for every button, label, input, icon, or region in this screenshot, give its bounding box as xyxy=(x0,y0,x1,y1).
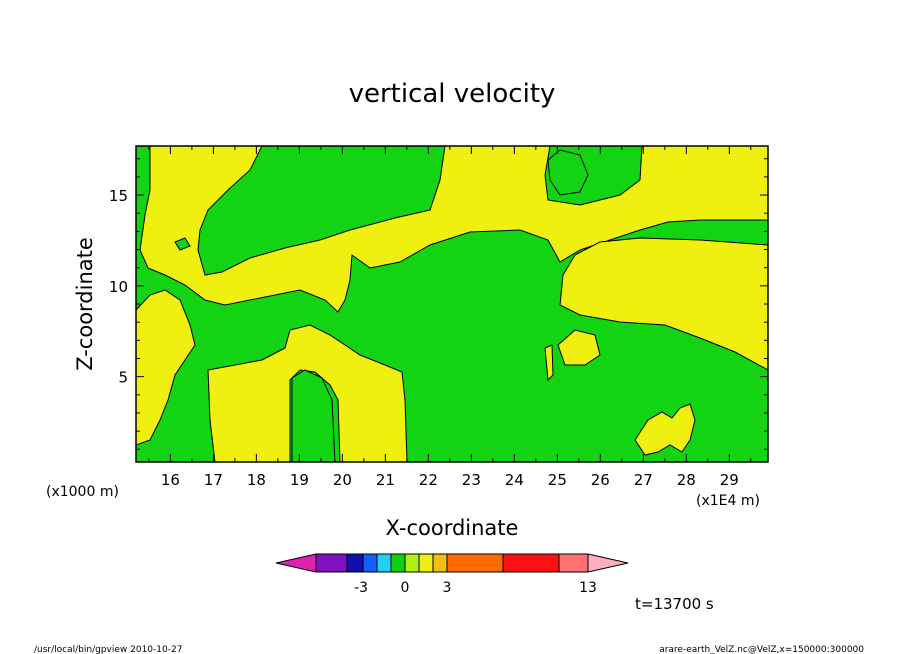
colorbar-segment xyxy=(390,553,406,573)
colorbar-segment xyxy=(362,553,378,573)
x-tick-label: 21 xyxy=(376,471,395,489)
colorbar xyxy=(275,553,629,573)
colorbar-segment xyxy=(418,553,434,573)
colorbar-segment xyxy=(432,553,448,573)
contour-region xyxy=(139,146,768,313)
colorbar-segment xyxy=(315,553,348,573)
colorbar-segment xyxy=(502,553,560,573)
contour-region xyxy=(544,344,554,382)
plot-area xyxy=(136,146,768,462)
x-tick-label: 19 xyxy=(290,471,309,489)
x-tick-label: 28 xyxy=(677,471,696,489)
contour-region xyxy=(207,324,408,462)
x-tick-label: 17 xyxy=(204,471,223,489)
footer-left: /usr/local/bin/gpview 2010-10-27 xyxy=(34,645,182,654)
y-tick-label: 15 xyxy=(109,187,128,205)
x-tick-label: 20 xyxy=(333,471,352,489)
y-axis: 5 10 15 xyxy=(109,158,768,450)
x-axis: 16 17 18 19 20 21 22 23 24 25 26 27 28 29 xyxy=(148,146,752,489)
colorbar-segment xyxy=(587,553,629,573)
x-tick-label: 25 xyxy=(548,471,567,489)
colorbar-segment xyxy=(346,553,364,573)
colorbar-segment xyxy=(404,553,420,573)
colorbar-labels: -3 0 3 13 xyxy=(354,580,597,596)
colorbar-segment xyxy=(376,553,392,573)
contour-region xyxy=(634,403,696,456)
colorbar-label: 0 xyxy=(401,580,410,596)
x-unit-right: (x1E4 m) xyxy=(696,493,760,509)
contour-region xyxy=(136,289,196,446)
x-unit-left: (x1000 m) xyxy=(46,484,119,500)
x-tick-label: 29 xyxy=(720,471,739,489)
x-tick-label: 18 xyxy=(247,471,266,489)
x-tick-label: 24 xyxy=(505,471,524,489)
colorbar-segment xyxy=(275,553,317,573)
x-tick-label: 16 xyxy=(161,471,180,489)
y-tick-label: 5 xyxy=(118,369,128,387)
time-label: t=13700 s xyxy=(635,595,714,613)
contour-region xyxy=(547,149,589,196)
contour-region xyxy=(291,369,336,462)
footer-right: arare-earth_VelZ.nc@VelZ,x=150000:300000 xyxy=(659,645,864,654)
contour-region xyxy=(559,237,768,371)
x-tick-label: 27 xyxy=(634,471,653,489)
contour-region xyxy=(557,329,601,366)
x-tick-label: 23 xyxy=(462,471,481,489)
x-axis-label: X-coordinate xyxy=(386,516,519,540)
colorbar-segment xyxy=(558,553,589,573)
colorbar-label: 13 xyxy=(579,580,597,596)
x-tick-label: 26 xyxy=(591,471,610,489)
colorbar-segment xyxy=(446,553,504,573)
y-tick-label: 10 xyxy=(109,278,128,296)
chart-title: vertical velocity xyxy=(349,79,556,109)
contour-region xyxy=(174,237,191,251)
x-tick-label: 22 xyxy=(419,471,438,489)
y-axis-label: Z-coordinate xyxy=(73,237,97,371)
colorbar-label: -3 xyxy=(354,580,368,596)
contour-regions xyxy=(136,146,768,462)
colorbar-label: 3 xyxy=(443,580,452,596)
